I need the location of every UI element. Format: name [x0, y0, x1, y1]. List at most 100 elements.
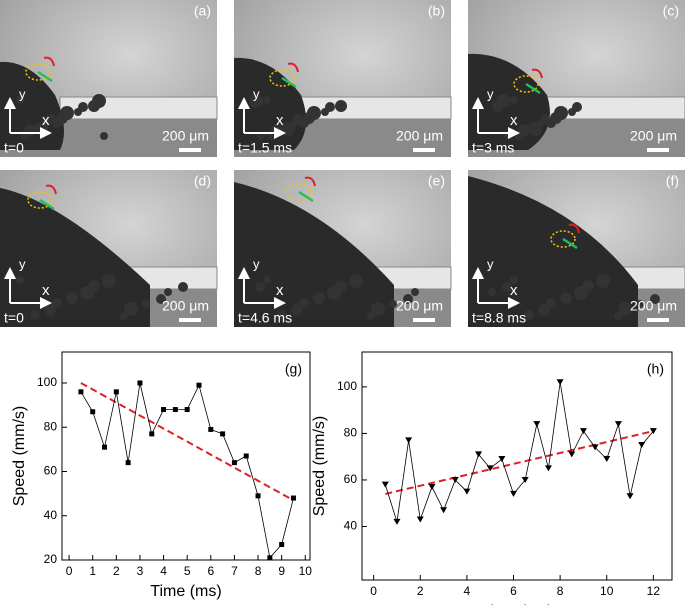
data-point [475, 451, 483, 458]
x-tick-label: 6 [510, 584, 517, 598]
y-tick-label: 80 [44, 419, 58, 433]
particle [574, 286, 588, 300]
micrograph-panel: (f) y x t=8.8 ms 200 μm [468, 170, 685, 327]
particle [327, 286, 341, 300]
particle [277, 310, 287, 320]
particle [538, 304, 550, 316]
particle [524, 310, 534, 320]
particle [307, 106, 321, 120]
particle [299, 298, 309, 308]
particle [313, 292, 325, 304]
x-tick-label: 0 [370, 584, 377, 598]
data-point [614, 421, 622, 428]
y-axis-title: Speed (mm/s) [311, 416, 328, 516]
particle [572, 102, 582, 112]
data-point [521, 476, 529, 483]
scale-label: 200 μm [396, 128, 443, 144]
scale-bar [647, 318, 669, 322]
scale-bar [413, 148, 435, 152]
x-tick-label: 8 [255, 564, 262, 578]
particle [596, 274, 610, 288]
particle [178, 282, 188, 292]
data-point [603, 456, 611, 463]
x-tick-label: 12 [647, 584, 661, 598]
rotation-arrow [45, 184, 57, 195]
panel-label: (d) [194, 173, 211, 189]
particle [614, 312, 622, 320]
particle [618, 302, 632, 316]
velocity-arrow [281, 76, 297, 89]
data-point [208, 426, 214, 432]
scale-bar [647, 148, 669, 152]
data-point [649, 428, 657, 435]
data-point [533, 421, 541, 428]
plot-frame [361, 351, 673, 581]
scale-label: 200 μm [162, 128, 209, 144]
velocity-arrow [525, 82, 541, 95]
y-axis-letter: y [487, 86, 494, 101]
y-axis-letter: y [487, 256, 494, 271]
x-tick-label: 5 [184, 564, 191, 578]
data-point [638, 442, 646, 449]
x-axis-letter: x [510, 112, 518, 129]
velocity-arrow [39, 198, 55, 211]
time-label: t=0 [4, 140, 24, 156]
data-point [510, 490, 518, 497]
data-point [231, 460, 237, 466]
particle [52, 298, 62, 308]
x-tick-label: 8 [557, 584, 564, 598]
y-tick-label: 60 [44, 464, 58, 478]
particle [510, 96, 518, 104]
y-axis-letter: y [253, 86, 260, 101]
data-point [440, 507, 448, 514]
x-tick-label: 2 [417, 584, 424, 598]
panel-label: (a) [194, 3, 211, 19]
rotation-arrow [43, 56, 55, 67]
particle [560, 292, 572, 304]
data-point [556, 379, 564, 386]
data-point [451, 476, 459, 483]
particle [411, 288, 419, 296]
particle [371, 302, 385, 316]
x-tick-label: 1 [89, 564, 96, 578]
fit-line [385, 430, 654, 495]
particle [389, 300, 397, 308]
x-axis-letter: x [42, 282, 50, 299]
y-axis-letter: y [253, 256, 260, 271]
particle [60, 106, 74, 120]
x-tick-label: 7 [231, 564, 238, 578]
particle [44, 304, 56, 316]
data-point [137, 380, 143, 386]
particle [124, 302, 138, 316]
rotation-arrow [287, 62, 299, 73]
data-point [113, 389, 119, 395]
particle [367, 312, 375, 320]
particle [102, 274, 116, 288]
data-point [568, 451, 576, 458]
data-point [267, 555, 273, 561]
particle [540, 114, 550, 124]
data-point [381, 481, 389, 488]
time-label: t=4.6 ms [238, 310, 292, 326]
micrograph-panel: (e) y x t=4.6 ms 200 μm [234, 170, 452, 327]
particle [142, 300, 150, 308]
panel-label: (e) [428, 173, 445, 189]
tracked-region [25, 63, 51, 81]
panel-label: (h) [647, 361, 664, 377]
data-point [463, 488, 471, 495]
x-axis-letter: x [276, 282, 284, 299]
velocity-arrow [298, 190, 314, 203]
x-axis-title: Time (ms) [150, 583, 221, 600]
particle [403, 294, 413, 304]
particle [30, 310, 40, 320]
data-point [393, 518, 401, 525]
x-tick-label: 4 [160, 564, 167, 578]
x-tick-label: 4 [464, 584, 471, 598]
time-label: t=3 ms [472, 140, 514, 156]
particle [255, 282, 265, 292]
velocity-arrow [562, 237, 578, 250]
series-line [384, 382, 654, 522]
x-axis-letter: x [42, 112, 50, 129]
particle [80, 286, 94, 300]
data-point [220, 431, 226, 437]
